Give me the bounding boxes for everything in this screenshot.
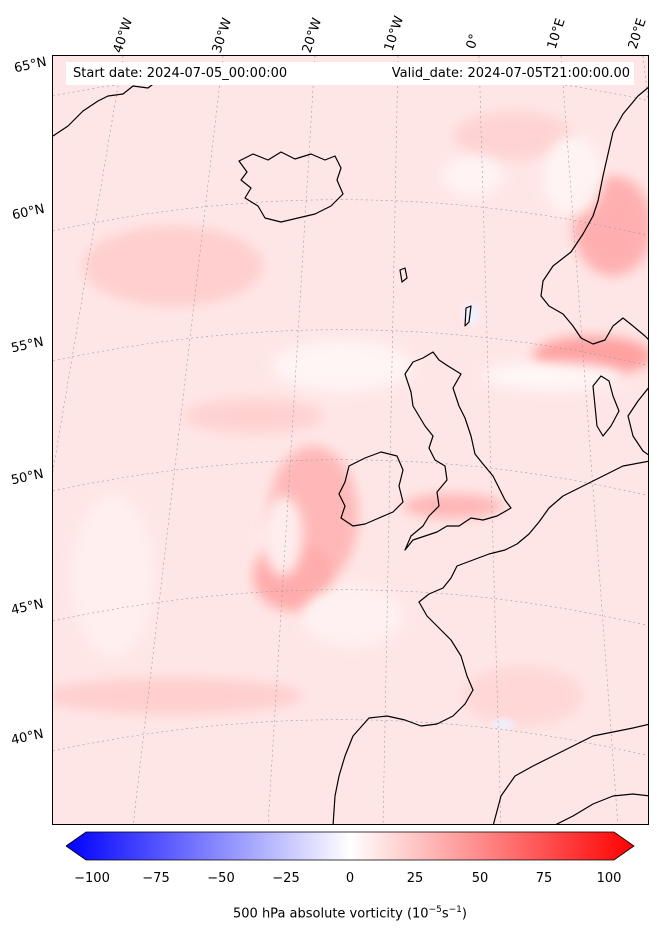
lon-label-20e: 20°E bbox=[625, 16, 650, 51]
north-africa-coast bbox=[555, 793, 648, 824]
cb-tick-50: 50 bbox=[471, 871, 489, 886]
colorbar-gradient bbox=[66, 831, 635, 861]
iceland-coast bbox=[238, 151, 344, 223]
cb-tick-neg50: −50 bbox=[207, 871, 235, 886]
valid-date-label: Valid_date: 2024-07-05T21:00:00.00 bbox=[391, 66, 630, 81]
faroe-islands bbox=[399, 267, 408, 283]
denmark-coast bbox=[592, 375, 620, 437]
lon-label-0: 0° bbox=[463, 32, 483, 51]
colorbar-label: 500 hPa absolute vorticity (10−5s−1) bbox=[233, 905, 467, 922]
cb-tick-neg75: −75 bbox=[142, 871, 170, 886]
cb-tick-100: 100 bbox=[596, 871, 622, 886]
lat-label-40n: 40°N bbox=[9, 726, 45, 749]
lon-label-10w: 10°W bbox=[381, 14, 408, 53]
continent-coast bbox=[332, 460, 648, 824]
lat-label-50n: 50°N bbox=[9, 466, 45, 489]
iberia-coast bbox=[492, 723, 648, 824]
date-header: Start date: 2024-07-05_00:00:00 Valid_da… bbox=[66, 62, 634, 85]
lon-label-10e: 10°E bbox=[544, 16, 569, 51]
baltic-coast bbox=[627, 387, 648, 456]
lat-label-45n: 45°N bbox=[9, 596, 45, 619]
vorticity-field bbox=[53, 56, 648, 824]
coastlines bbox=[53, 77, 648, 824]
cb-tick-25: 25 bbox=[406, 871, 424, 886]
vorticity-map bbox=[53, 56, 648, 824]
lat-label-60n: 60°N bbox=[10, 201, 46, 224]
map-panel bbox=[52, 55, 649, 825]
ireland-coast bbox=[338, 451, 404, 527]
norway-coast bbox=[540, 86, 648, 345]
lon-label-40w: 40°W bbox=[110, 16, 137, 55]
lon-label-30w: 30°W bbox=[209, 16, 236, 55]
lon-label-20w: 20°W bbox=[299, 16, 326, 55]
lat-label-65n: 65°N bbox=[12, 54, 48, 77]
cb-tick-75: 75 bbox=[535, 871, 553, 886]
start-date-label: Start date: 2024-07-05_00:00:00 bbox=[73, 66, 288, 81]
greenland-coast bbox=[53, 77, 162, 137]
lat-label-55n: 55°N bbox=[9, 334, 45, 357]
cb-tick-neg25: −25 bbox=[272, 871, 300, 886]
great-britain-coast bbox=[404, 351, 512, 551]
shetland-islands bbox=[464, 305, 472, 327]
colorbar bbox=[66, 831, 635, 861]
cb-tick-neg100: −100 bbox=[74, 871, 110, 886]
cb-tick-0: 0 bbox=[345, 871, 355, 886]
